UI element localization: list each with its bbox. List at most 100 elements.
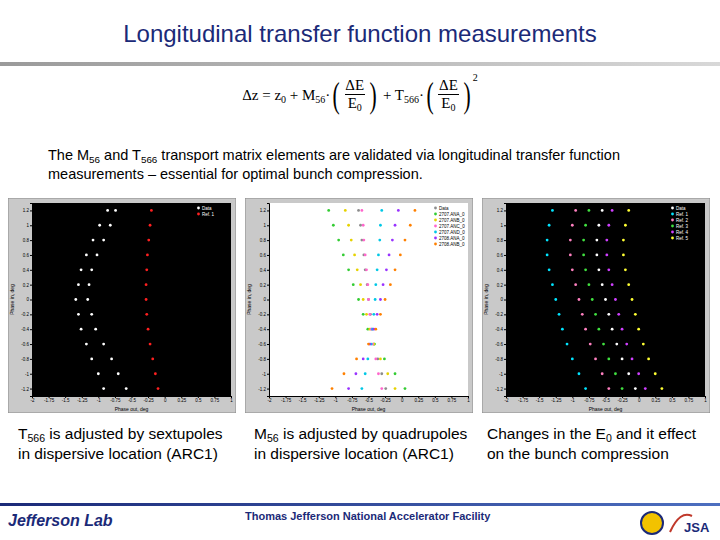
point [604, 298, 607, 301]
point [607, 224, 610, 227]
point [149, 343, 152, 346]
point [615, 343, 618, 346]
tick: -1.75 [44, 396, 55, 403]
point [611, 328, 614, 331]
tick-label: 0.5 [432, 398, 439, 403]
tick: 1 [230, 396, 233, 403]
point [397, 209, 400, 212]
eq-text: · [419, 87, 424, 104]
tick: 1 [263, 223, 269, 228]
point [354, 372, 357, 375]
tick: -1.5 [62, 396, 70, 403]
point [362, 313, 365, 316]
tick-label: 1 [230, 398, 233, 403]
legend-item: 2708.ANA_0 [434, 236, 465, 241]
eq-text: Δz = z [242, 87, 281, 104]
point [597, 268, 600, 271]
point [558, 313, 561, 316]
tick-label: 0.2 [260, 283, 267, 288]
tick: -0.4 [21, 327, 32, 332]
tick-mark [267, 270, 269, 271]
text-run: The M [48, 147, 89, 163]
x-axis: -2-1.75-1.5-1.25-1-0.75-0.5-0.2500.250.5… [30, 396, 233, 403]
point [627, 209, 630, 212]
point [337, 239, 340, 242]
tick-mark [267, 255, 269, 256]
point [625, 343, 628, 346]
point [631, 298, 634, 301]
eq-text: + T [379, 87, 404, 104]
tick: 0.8 [260, 238, 269, 243]
tick-label: -0.25 [380, 398, 391, 403]
point [362, 239, 365, 242]
tick-label: -1.5 [536, 398, 544, 403]
title-rule [0, 62, 720, 66]
tick-mark [267, 300, 269, 301]
point [551, 209, 554, 212]
legend-label: 2708.ANB_0 [439, 242, 465, 247]
legend-label: Ref. 5 [676, 236, 689, 241]
tick: 0.25 [414, 396, 423, 403]
tick-label: 0.75 [448, 398, 457, 403]
point [637, 372, 640, 375]
point [551, 283, 554, 286]
point [109, 224, 112, 227]
point [594, 357, 597, 360]
tick: -1.25 [551, 396, 562, 403]
legend-item: Ref. 3 [671, 224, 688, 229]
tick-label: 0 [638, 398, 641, 403]
point [347, 387, 350, 390]
point [80, 268, 83, 271]
tick: 0.8 [23, 238, 32, 243]
point [342, 254, 345, 257]
tick: 0.4 [23, 268, 32, 273]
tick-label: 0.8 [260, 238, 267, 243]
tick-mark [30, 270, 32, 271]
tick: -1.5 [299, 396, 307, 403]
tick: -0.2 [495, 312, 506, 317]
point [94, 328, 97, 331]
point [365, 313, 368, 316]
legend-item: Data [434, 206, 449, 211]
tick-label: 1.2 [497, 208, 504, 213]
point [569, 254, 572, 257]
tick-mark [30, 314, 32, 315]
series [569, 209, 610, 390]
tick-label: -1.2 [21, 387, 29, 392]
tick-label: -1.25 [551, 398, 562, 403]
eq-text: · [325, 87, 330, 104]
point [379, 313, 382, 316]
point [614, 372, 617, 375]
tick-label: 0 [401, 398, 404, 403]
point [621, 328, 624, 331]
point [367, 298, 370, 301]
point [117, 372, 120, 375]
point [386, 372, 389, 375]
tick-mark [504, 389, 506, 390]
legend-marker [671, 213, 674, 216]
legend-marker [671, 225, 674, 228]
tick-mark [267, 389, 269, 390]
tick: 1.2 [23, 208, 32, 213]
point [660, 387, 663, 390]
tick: -1 [499, 372, 506, 377]
point [106, 209, 109, 212]
tick-label: -1.25 [77, 398, 88, 403]
logo-seal [641, 512, 663, 534]
legend: DataRef. 1 [197, 206, 214, 217]
point [578, 372, 581, 375]
legend-marker [434, 237, 437, 240]
text-run: Changes in the E [487, 425, 606, 442]
tick-label: -1 [262, 372, 266, 377]
point [582, 254, 585, 257]
tick-label: -0.5 [365, 398, 373, 403]
tick-label: 0.25 [177, 398, 186, 403]
tick-label: 0.6 [497, 253, 504, 258]
point [367, 298, 370, 301]
eq-paren: ( [333, 74, 340, 116]
tick-label: 0.75 [685, 398, 694, 403]
text-run: and T [100, 147, 141, 163]
tick-mark [267, 344, 269, 345]
tick-mark [30, 240, 32, 241]
tick-mark [267, 210, 269, 211]
